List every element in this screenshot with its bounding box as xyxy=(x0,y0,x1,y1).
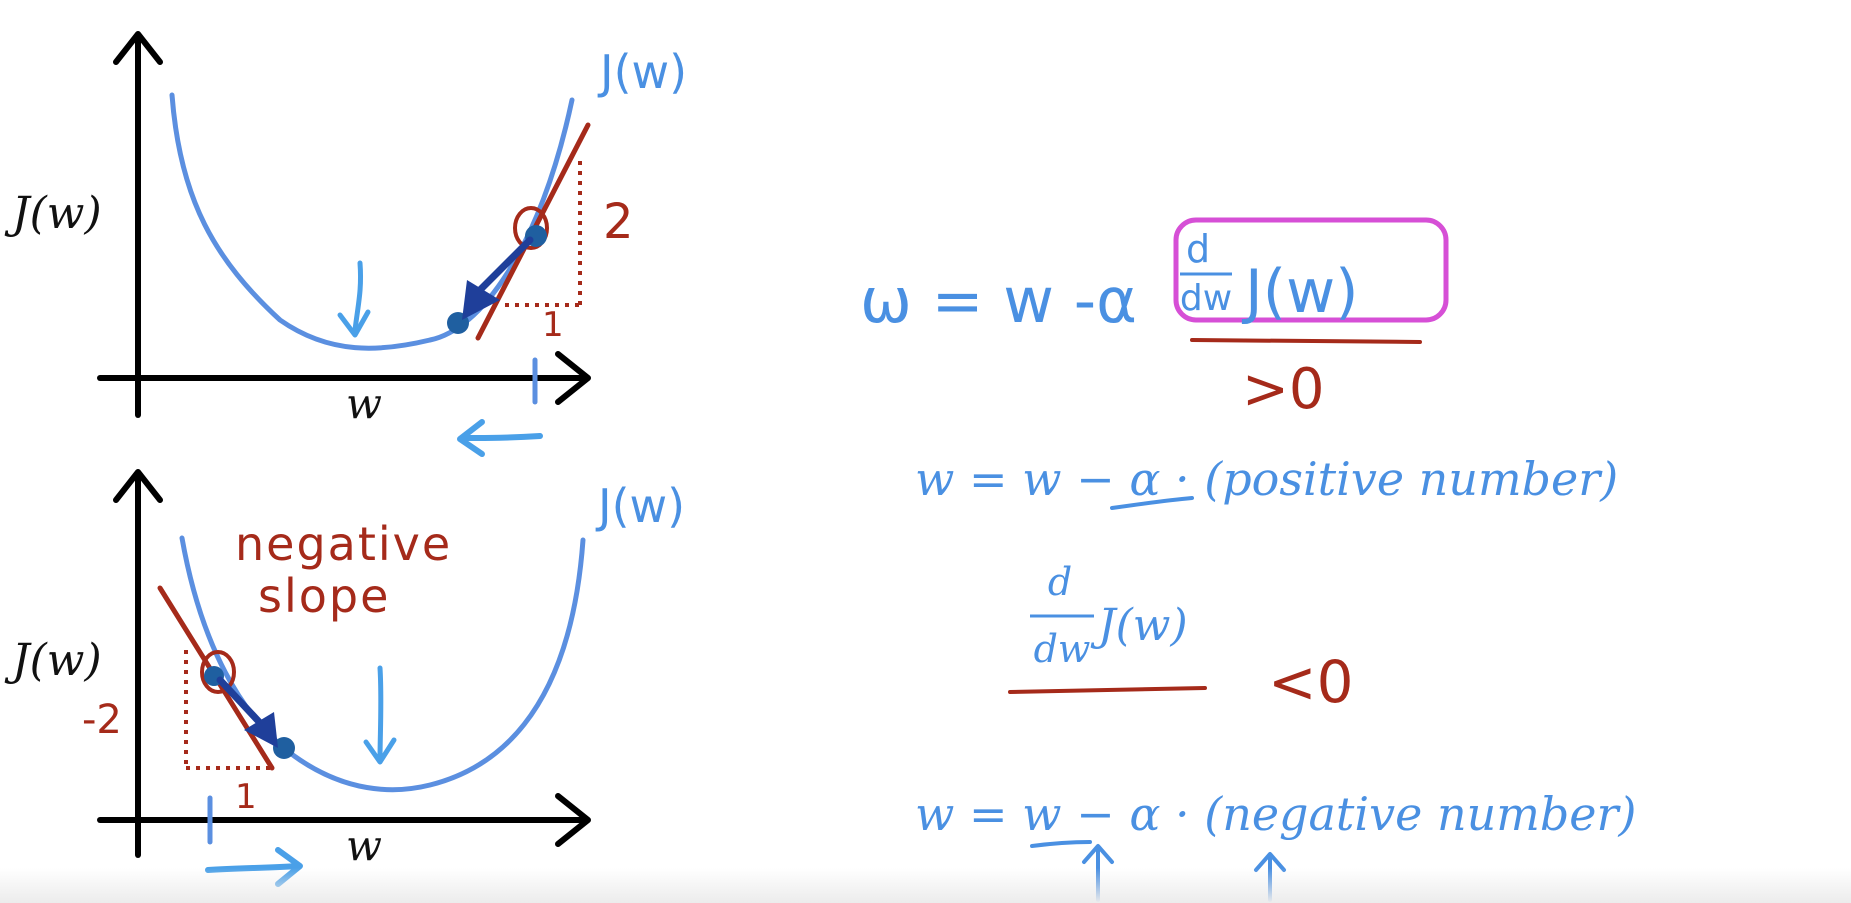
negative-slope-annotation-line1: negative xyxy=(235,517,452,571)
bottom-step-arrow xyxy=(220,680,278,748)
negative-case: d dw J(w) <0 w = w − α · (negative numbe… xyxy=(915,560,1636,900)
positive-case: w = w − α · (positive number) xyxy=(915,452,1618,508)
negative-update-equation: w = w − α · (negative number) xyxy=(915,787,1636,841)
top-y-axis-label: J(w) xyxy=(4,188,102,239)
derivative2-function: J(w) xyxy=(1090,600,1188,651)
top-run-label: 1 xyxy=(542,305,564,345)
bottom-curve-label: J(w) xyxy=(595,479,685,533)
positive-condition: >0 xyxy=(1242,357,1325,422)
bottom-y-axis-label: J(w) xyxy=(4,635,102,686)
bottom-run-label: 1 xyxy=(235,777,257,817)
top-y-axis xyxy=(116,34,160,415)
bottom-x-axis-label: w xyxy=(346,821,382,870)
top-curve-label: J(w) xyxy=(597,45,687,99)
top-rise-label: 2 xyxy=(603,194,634,250)
derivative2-underline xyxy=(1010,688,1205,692)
derivative-denominator: dw xyxy=(1180,278,1232,319)
w-underline xyxy=(1032,842,1090,846)
derivative2-numerator: d xyxy=(1048,560,1072,604)
top-cost-curve xyxy=(172,95,572,348)
derivative-function: J(w) xyxy=(1241,257,1359,327)
bottom-minimum-down-arrow xyxy=(366,668,394,762)
video-bottom-fade xyxy=(0,868,1851,903)
update-rule-equation: ω = w -α d dw J(w) >0 xyxy=(860,220,1446,422)
bottom-rise-label: -2 xyxy=(82,697,122,743)
top-x-axis-label: w xyxy=(346,379,382,428)
top-left-direction-arrow xyxy=(460,422,540,454)
positive-update-equation: w = w − α · (positive number) xyxy=(915,452,1618,506)
top-x-axis xyxy=(100,354,588,402)
bottom-y-axis xyxy=(116,472,160,855)
bottom-x-axis xyxy=(100,796,588,844)
bottom-graph: J(w) w J(w) negative slope -2 1 xyxy=(4,472,685,884)
derivative-numerator: d xyxy=(1186,227,1210,271)
update-rule-lhs: ω = w -α xyxy=(860,264,1137,337)
derivative2-denominator: dw xyxy=(1034,627,1091,671)
negative-condition: <0 xyxy=(1268,648,1354,716)
top-minimum-down-arrow xyxy=(340,263,368,335)
top-graph: J(w) w J(w) 2 1 xyxy=(4,34,687,454)
derivative-underline xyxy=(1192,340,1420,342)
negative-slope-annotation-line2: slope xyxy=(258,569,390,623)
